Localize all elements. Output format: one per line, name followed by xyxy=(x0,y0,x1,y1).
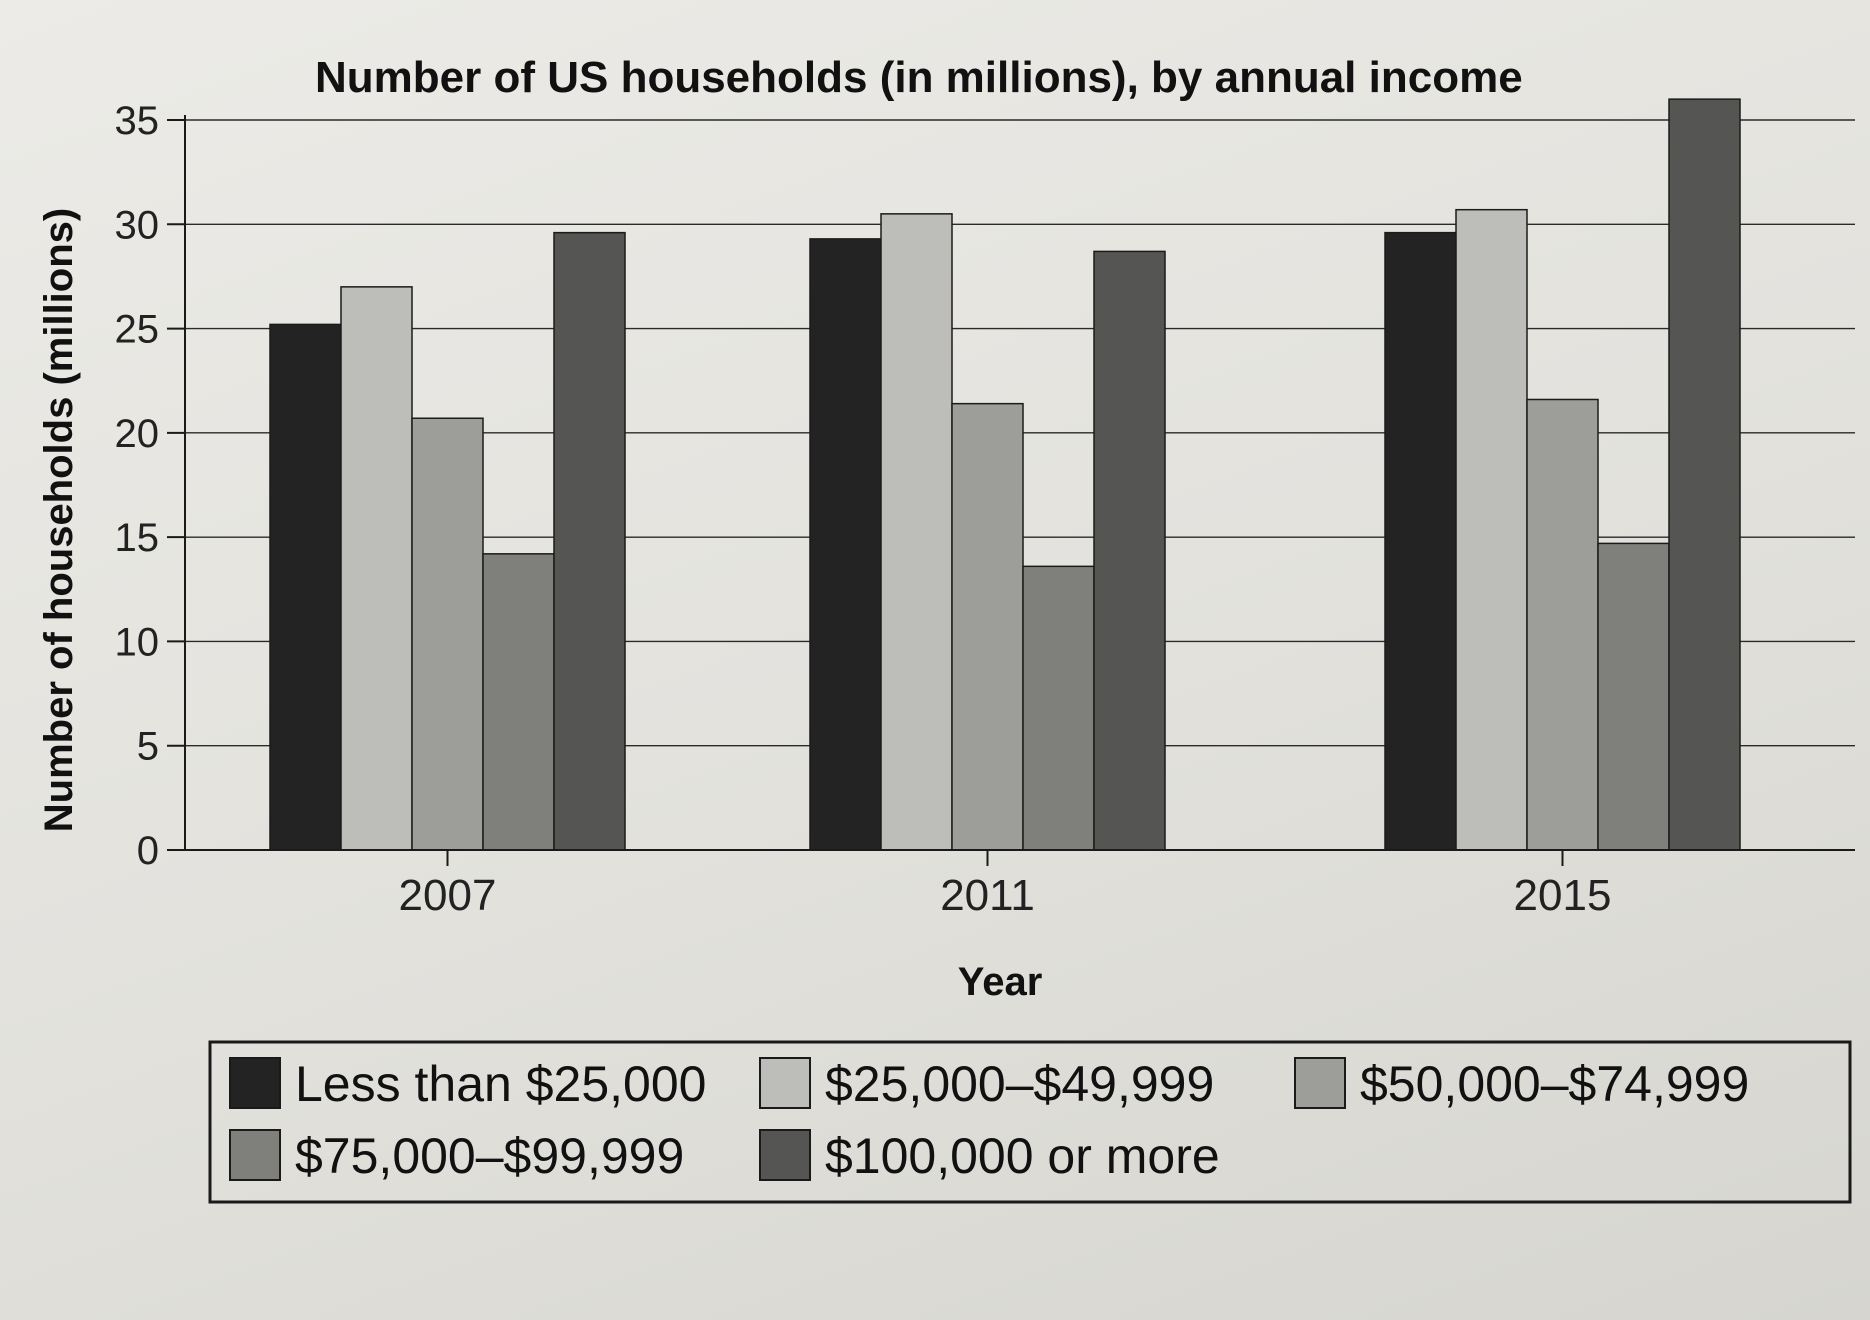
bar-2007-series-5 xyxy=(553,231,626,851)
y-tick-label: 20 xyxy=(115,412,160,456)
legend-swatch xyxy=(759,1129,811,1181)
legend-swatch xyxy=(229,1129,281,1181)
bar-2015-series-2 xyxy=(1455,208,1528,851)
x-axis-label: Year xyxy=(958,960,1043,1004)
legend-label: $100,000 or more xyxy=(825,1128,1220,1184)
legend-frame xyxy=(208,1040,1852,1204)
bar-2007-series-2 xyxy=(340,286,413,851)
x-category-label: 2015 xyxy=(1514,871,1612,920)
x-category-label: 2011 xyxy=(940,871,1035,920)
bar-2007-series-4 xyxy=(482,553,555,851)
chart-title: Number of US households (in millions), b… xyxy=(315,53,1523,102)
bar-2015-series-3 xyxy=(1526,398,1599,851)
bar-2007-series-1 xyxy=(269,323,342,851)
y-axis-label: Number of households (millions) xyxy=(37,208,81,832)
bar-2011-series-5 xyxy=(1093,250,1166,851)
y-tick-label: 30 xyxy=(115,203,160,247)
y-tick-label: 25 xyxy=(115,308,160,352)
bars xyxy=(269,98,1741,851)
legend-label: Less than $25,000 xyxy=(295,1056,706,1112)
bar-2015-series-1 xyxy=(1384,231,1457,851)
bar-2007-series-3 xyxy=(411,417,484,851)
bar-2011-series-2 xyxy=(880,213,953,851)
y-axis: 0 5 10 15 20 25 30 35 xyxy=(115,99,1855,873)
legend-items: Less than $25,000 $25,000–$49,999 $50,000–… xyxy=(229,1056,1749,1184)
x-axis-categories: 2007 2011 2015 xyxy=(399,850,1612,920)
y-tick-label: 15 xyxy=(115,516,160,560)
legend-swatch xyxy=(229,1057,281,1109)
legend-swatch xyxy=(1294,1057,1346,1109)
legend-label: $75,000–$99,999 xyxy=(295,1128,684,1184)
legend-swatch xyxy=(759,1057,811,1109)
y-tick-label: 35 xyxy=(115,99,160,143)
bar-2015-series-5 xyxy=(1668,98,1741,851)
bar-2011-series-3 xyxy=(951,402,1024,851)
bar-2011-series-4 xyxy=(1022,565,1095,851)
x-category-label: 2007 xyxy=(399,871,497,920)
y-tick-label: 5 xyxy=(137,725,159,769)
y-tick-label: 0 xyxy=(137,829,159,873)
legend: Less than $25,000 $25,000–$49,999 $50,000–… xyxy=(208,1040,1852,1204)
bar-2011-series-1 xyxy=(809,238,882,851)
legend-label: $50,000–$74,999 xyxy=(1360,1056,1749,1112)
bar-2015-series-4 xyxy=(1597,542,1670,851)
legend-label: $25,000–$49,999 xyxy=(825,1056,1214,1112)
y-tick-label: 10 xyxy=(115,620,160,664)
